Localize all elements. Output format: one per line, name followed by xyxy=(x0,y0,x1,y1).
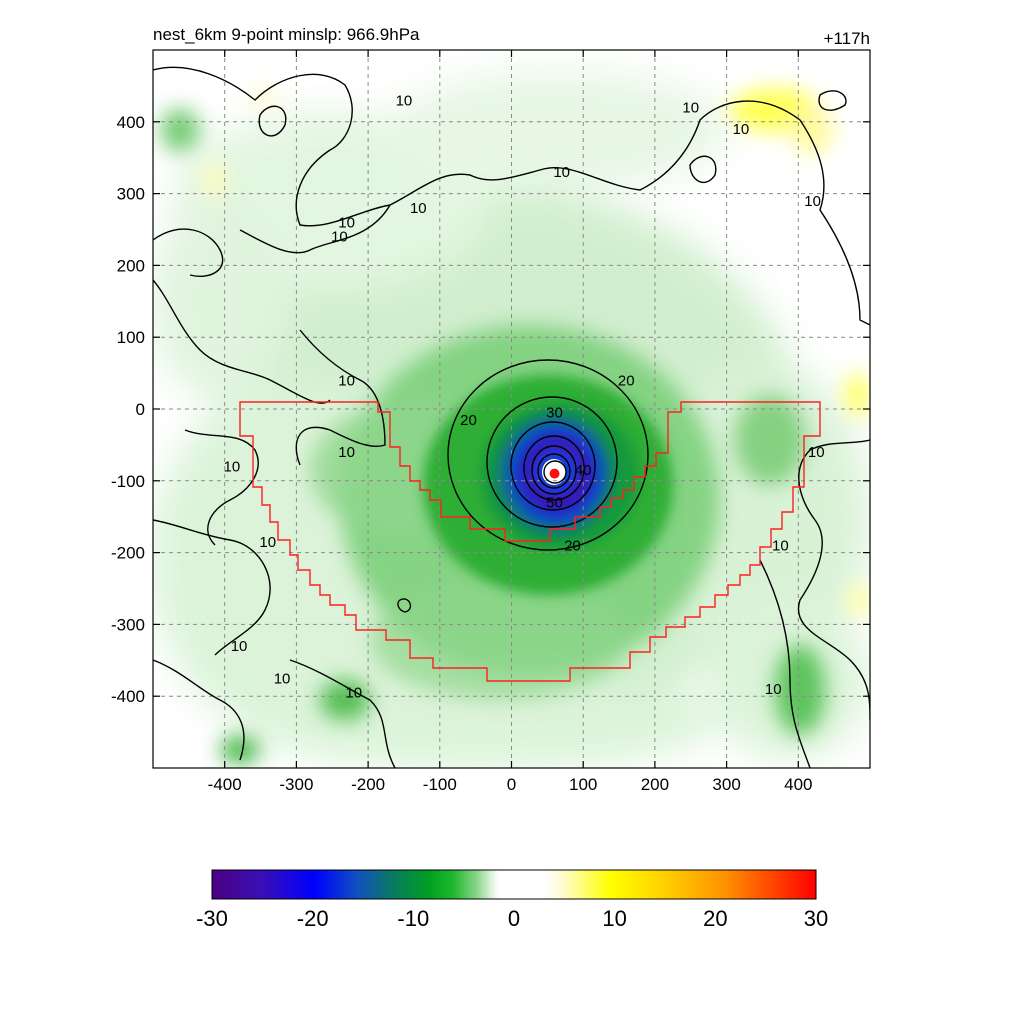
x-tick-label: 0 xyxy=(507,775,516,794)
x-tick-label: -300 xyxy=(279,775,313,794)
analysis-domain-outline xyxy=(239,401,821,682)
contour-label: 10 xyxy=(410,200,427,217)
storm-center-marker xyxy=(549,468,560,479)
contour-10-west-b xyxy=(295,329,386,466)
x-tick-label: -200 xyxy=(351,775,385,794)
colorbar-tick-label: 0 xyxy=(508,906,520,931)
x-tick-label: -100 xyxy=(423,775,457,794)
x-axis: -400 -300 -200 -100 0 100 200 300 400 xyxy=(208,50,812,794)
contour-10-west xyxy=(153,279,331,404)
contour-label: 20 xyxy=(460,412,477,429)
contour-label: 10 xyxy=(224,458,241,475)
contour-10-sw xyxy=(184,429,259,546)
contour-10-nw xyxy=(153,228,224,277)
contour-label: 10 xyxy=(231,638,248,655)
contour-label: 10 xyxy=(804,193,821,210)
contour-label: 10 xyxy=(259,534,276,551)
y-tick-label: 0 xyxy=(136,400,145,419)
contour-label: 10 xyxy=(345,685,362,702)
y-tick-label: 400 xyxy=(117,113,145,132)
contour-label: 10 xyxy=(338,214,355,231)
contour-label: 10 xyxy=(808,444,825,461)
x-tick-label: 200 xyxy=(641,775,669,794)
forecast-hour-label: +117h xyxy=(824,29,870,48)
colorbar-tick-label: 20 xyxy=(703,906,727,931)
contour-label: 30 xyxy=(546,405,563,422)
y-tick-label: 200 xyxy=(117,256,145,275)
y-tick-label: -200 xyxy=(111,544,145,563)
x-tick-label: -400 xyxy=(208,775,242,794)
colorbar-tick-label: -20 xyxy=(297,906,329,931)
colorbar: -30 -20 -10 0 10 20 30 xyxy=(196,869,828,931)
y-tick-label: 100 xyxy=(117,328,145,347)
contour-label: 40 xyxy=(575,462,592,479)
colorbar-tick-label: 10 xyxy=(602,906,626,931)
contour-lines xyxy=(153,66,870,768)
contour-label: 50 xyxy=(546,494,563,511)
contour-label: 10 xyxy=(396,92,413,109)
colorbar-tick-label: -10 xyxy=(397,906,429,931)
contour-label: 10 xyxy=(553,164,570,181)
contour-label: 10 xyxy=(682,99,699,116)
contour-label: 10 xyxy=(338,372,355,389)
contour-10-ne-loop xyxy=(818,90,847,111)
y-tick-label: -400 xyxy=(111,687,145,706)
contour-10-south-w xyxy=(153,659,245,761)
colorbar-tick-label: -30 xyxy=(196,906,228,931)
contour-10-south xyxy=(289,659,396,768)
chart-title: nest_6km 9-point minslp: 966.9hPa xyxy=(153,25,420,44)
contour-label: 10 xyxy=(274,670,291,687)
contour-10-se xyxy=(759,559,811,768)
contour-10-loop-c xyxy=(397,598,412,613)
x-tick-label: 300 xyxy=(712,775,740,794)
contour-10-north-b xyxy=(239,204,391,254)
contour-40 xyxy=(510,421,596,511)
y-tick-label: -300 xyxy=(111,615,145,634)
contour-30 xyxy=(486,396,618,528)
colorbar-tick-label: 30 xyxy=(804,906,828,931)
contour-10-sw-b xyxy=(153,519,271,656)
contour-10-north xyxy=(153,66,870,326)
contour-60 xyxy=(531,445,577,495)
contour-70 xyxy=(537,453,571,489)
contour-50 xyxy=(523,435,585,501)
contour-label: 10 xyxy=(338,444,355,461)
colorbar-gradient xyxy=(211,869,817,900)
x-tick-label: 400 xyxy=(784,775,812,794)
colorbar-ticks: -30 -20 -10 0 10 20 30 xyxy=(196,906,828,931)
contour-label: 20 xyxy=(618,372,635,389)
contour-label: 10 xyxy=(331,229,348,246)
contour-label: 20 xyxy=(564,537,581,554)
contour-10-east xyxy=(797,439,870,721)
contour-label: 10 xyxy=(733,121,750,138)
y-tick-label: 300 xyxy=(117,185,145,204)
contour-80 xyxy=(543,460,567,484)
y-axis: -400 -300 -200 -100 0 100 200 300 400 xyxy=(111,113,870,706)
contour-20 xyxy=(447,359,649,551)
contour-label: 10 xyxy=(765,681,782,698)
contour-label: 10 xyxy=(772,537,789,554)
yellow-patches xyxy=(203,88,870,618)
contour-10-loop-a xyxy=(689,155,717,184)
x-tick-label: 100 xyxy=(569,775,597,794)
y-tick-label: -100 xyxy=(111,472,145,491)
contour-10-loop-b xyxy=(258,105,287,137)
